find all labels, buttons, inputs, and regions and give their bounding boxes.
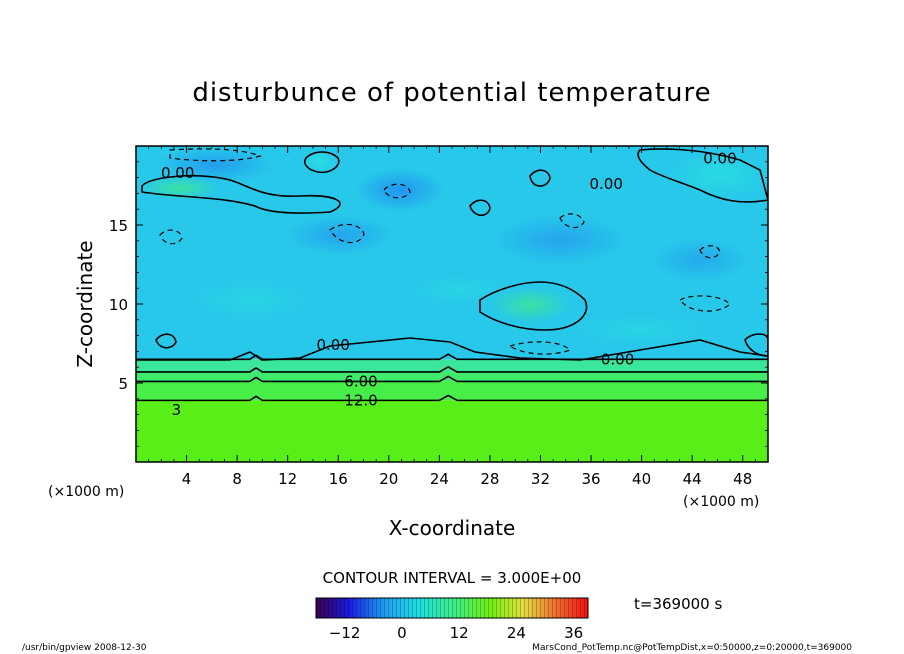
contour-blob-top	[303, 151, 340, 174]
contour-blob-mid	[469, 199, 491, 217]
dashed-contour-7	[679, 295, 731, 312]
dashed-contour-3	[159, 229, 183, 245]
colorbar-frame	[315, 597, 589, 619]
x-tick-label: 8	[232, 470, 242, 488]
dashed-contour-8	[508, 341, 572, 355]
contour-label: 12.0	[344, 391, 377, 409]
dashed-contour-4	[329, 223, 365, 244]
x-tick-label: 28	[480, 470, 499, 488]
x-axis-unit: (×1000 m)	[683, 494, 759, 510]
layer-boundaries	[136, 353, 768, 402]
footer-right: MarsCond_PotTemp.nc@PotTempDist,x=0:5000…	[532, 643, 852, 653]
contour-label: 3	[172, 401, 182, 419]
colorbar: −12 0 12 24 36	[315, 597, 589, 642]
y-axis-ticks: 5 10 15	[109, 161, 768, 447]
y-tick-label: 5	[118, 375, 128, 393]
y-tick-label: 10	[109, 296, 128, 314]
x-tick-label: 32	[531, 470, 550, 488]
contour-label: 0.00	[601, 350, 634, 368]
x-axis-label: X-coordinate	[389, 516, 516, 540]
contour-right-edge	[744, 333, 768, 357]
colorbar-ticks: −12 0 12 24 36	[329, 624, 583, 642]
x-tick-label: 4	[182, 470, 192, 488]
x-tick-label: 44	[683, 470, 702, 488]
layer-boundary-line	[136, 353, 768, 361]
colorbar-tick-label: −12	[329, 624, 361, 642]
x-tick-label: 12	[278, 470, 297, 488]
y-axis-label: Z-coordinate	[73, 240, 97, 367]
x-tick-label: 20	[379, 470, 398, 488]
x-tick-label: 48	[733, 470, 752, 488]
layer-boundary-line	[136, 366, 768, 373]
contour-blob-right	[529, 169, 551, 187]
colorbar-hatch	[316, 598, 588, 618]
time-label: t=369000 s	[634, 595, 722, 613]
y-axis-unit: (×1000 m)	[48, 484, 124, 500]
contour-interval-text: CONTOUR INTERVAL = 3.000E+00	[323, 569, 582, 587]
contour-upper-left	[141, 174, 341, 214]
dashed-contour-2	[169, 148, 262, 162]
contour-label: 0.00	[161, 164, 194, 182]
colorbar-tick-label: 0	[397, 624, 407, 642]
layer-boundary-line	[136, 375, 768, 383]
layer-boundary-line	[136, 394, 768, 402]
temperature-texture	[140, 147, 768, 345]
x-tick-label: 16	[329, 470, 348, 488]
x-tick-label: 24	[430, 470, 449, 488]
temperature-layer	[136, 359, 768, 372]
x-tick-label: 36	[581, 470, 600, 488]
footer-left: /usr/bin/gpview 2008-12-30	[22, 643, 147, 653]
contour-blob-left	[155, 333, 177, 349]
dashed-contour-1	[383, 183, 411, 199]
contour-mid-right	[479, 281, 588, 331]
colorbar-tick-label: 36	[564, 624, 583, 642]
contour-label: 0.00	[590, 175, 623, 193]
dashed-contour-5	[559, 213, 585, 229]
chart-title: disturbunce of potential temperature	[192, 78, 711, 108]
x-tick-label: 40	[632, 470, 651, 488]
colorbar-tick-label: 24	[507, 624, 526, 642]
contour-label: 0.00	[703, 150, 736, 168]
temperature-layer	[136, 371, 768, 382]
colorbar-tick-label: 12	[450, 624, 469, 642]
dashed-contours	[159, 148, 731, 355]
temperature-layer	[136, 381, 768, 401]
y-tick-label: 15	[109, 217, 128, 235]
temperature-layer	[136, 400, 768, 462]
contour-label: 6.00	[344, 372, 377, 390]
contour-label: 0.00	[316, 336, 349, 354]
contour-top-right	[637, 148, 768, 203]
x-axis-ticks: 4 8 12 16 20 24 28 32 36 40 44 48	[148, 146, 756, 488]
